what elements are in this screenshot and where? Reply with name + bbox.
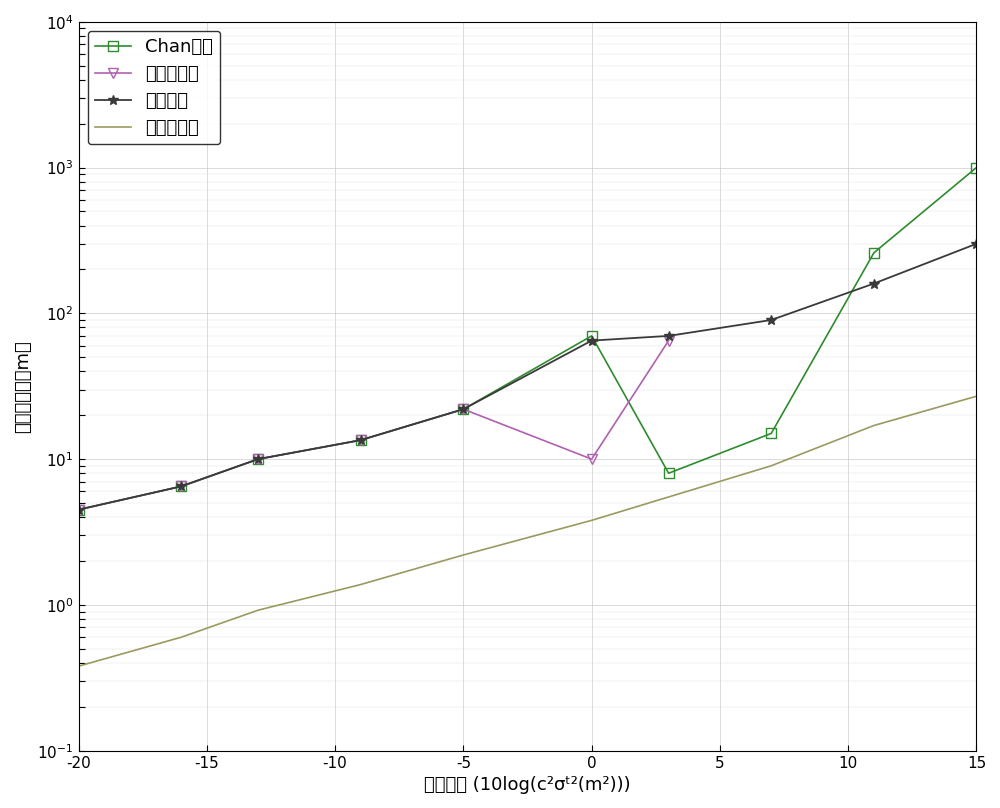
- 本文方法: [73, 505, 85, 515]
- 克拉美罗界: [252, 605, 264, 615]
- 克拉美罗界: [73, 661, 85, 671]
- 克拉美罗界: [663, 492, 675, 502]
- Chan算法: [970, 162, 982, 172]
- Legend: Chan算法, 泰勒级数法, 本文方法, 克拉美罗界: Chan算法, 泰勒级数法, 本文方法, 克拉美罗界: [88, 31, 220, 145]
- 泰勒级数法: [175, 482, 187, 491]
- 本文方法: [765, 315, 777, 325]
- 本文方法: [355, 436, 367, 445]
- 克拉美罗界: [970, 391, 982, 401]
- 克拉美罗界: [868, 421, 880, 431]
- 本文方法: [586, 336, 598, 346]
- 本文方法: [970, 239, 982, 249]
- Chan算法: [355, 436, 367, 445]
- 泰勒级数法: [355, 436, 367, 445]
- 本文方法: [252, 454, 264, 464]
- Chan算法: [663, 469, 675, 478]
- 泰勒级数法: [73, 505, 85, 515]
- Line: 泰勒级数法: 泰勒级数法: [74, 336, 673, 515]
- Chan算法: [586, 331, 598, 341]
- 本文方法: [457, 404, 469, 414]
- Line: 克拉美罗界: 克拉美罗界: [79, 396, 976, 666]
- 泰勒级数法: [663, 336, 675, 346]
- 克拉美罗界: [175, 633, 187, 642]
- Chan算法: [175, 482, 187, 491]
- Y-axis label: 均方根误差（m）: 均方根误差（m）: [14, 340, 32, 432]
- 泰勒级数法: [586, 454, 598, 464]
- 本文方法: [663, 331, 675, 341]
- 泰勒级数法: [252, 454, 264, 464]
- Chan算法: [73, 505, 85, 515]
- 克拉美罗界: [765, 461, 777, 470]
- 泰勒级数法: [457, 404, 469, 414]
- Line: 本文方法: 本文方法: [74, 239, 981, 515]
- Chan算法: [868, 248, 880, 258]
- Line: Chan算法: Chan算法: [74, 162, 981, 515]
- 本文方法: [868, 279, 880, 288]
- Chan算法: [252, 454, 264, 464]
- 克拉美罗界: [355, 579, 367, 589]
- 克拉美罗界: [586, 516, 598, 525]
- 本文方法: [175, 482, 187, 491]
- Chan算法: [765, 428, 777, 438]
- X-axis label: 测量误差 (10log(c²σᵗ²(m²))): 测量误差 (10log(c²σᵗ²(m²))): [424, 776, 631, 794]
- Chan算法: [457, 404, 469, 414]
- 克拉美罗界: [457, 550, 469, 560]
